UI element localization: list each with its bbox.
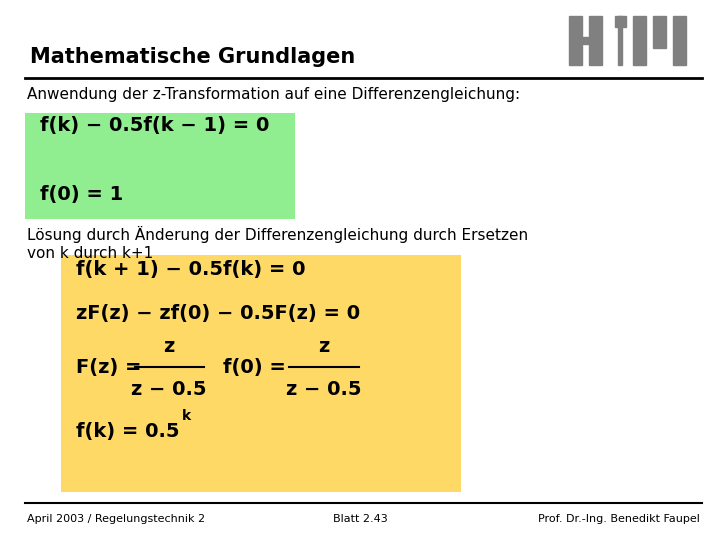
Text: April 2003 / Regelungstechnik 2: April 2003 / Regelungstechnik 2 <box>27 515 205 524</box>
Text: k: k <box>182 409 192 423</box>
Bar <box>615 16 626 27</box>
Bar <box>589 16 602 65</box>
Text: F(z) =: F(z) = <box>76 357 141 377</box>
Bar <box>61 255 461 492</box>
Bar <box>633 16 646 65</box>
Text: von k durch k+1: von k durch k+1 <box>27 246 153 261</box>
Text: f(k) = 0.5: f(k) = 0.5 <box>76 422 179 442</box>
Bar <box>673 16 686 65</box>
Text: Blatt 2.43: Blatt 2.43 <box>333 515 387 524</box>
Text: Anwendung der z-Transformation auf eine Differenzengleichung:: Anwendung der z-Transformation auf eine … <box>27 87 521 102</box>
Text: zF(z) − zf(0) − 0.5F(z) = 0: zF(z) − zf(0) − 0.5F(z) = 0 <box>76 303 360 323</box>
Text: f(k) − 0.5f(k − 1) = 0: f(k) − 0.5f(k − 1) = 0 <box>40 116 269 135</box>
Text: Mathematische Grundlagen: Mathematische Grundlagen <box>30 46 356 67</box>
Bar <box>618 16 623 65</box>
Bar <box>25 113 295 219</box>
Text: Lösung durch Änderung der Differenzengleichung durch Ersetzen: Lösung durch Änderung der Differenzengle… <box>27 226 528 244</box>
Bar <box>582 37 589 44</box>
Text: Prof. Dr.-Ing. Benedikt Faupel: Prof. Dr.-Ing. Benedikt Faupel <box>538 515 700 524</box>
Text: z − 0.5: z − 0.5 <box>132 380 207 400</box>
Text: f(k + 1) − 0.5f(k) = 0: f(k + 1) − 0.5f(k) = 0 <box>76 260 305 280</box>
Text: f(0) = 1: f(0) = 1 <box>40 185 123 204</box>
Text: z − 0.5: z − 0.5 <box>287 380 361 400</box>
Text: z: z <box>163 337 175 356</box>
Bar <box>653 16 666 48</box>
Text: f(0) =: f(0) = <box>223 357 286 377</box>
Bar <box>569 16 582 65</box>
Text: z: z <box>318 337 330 356</box>
